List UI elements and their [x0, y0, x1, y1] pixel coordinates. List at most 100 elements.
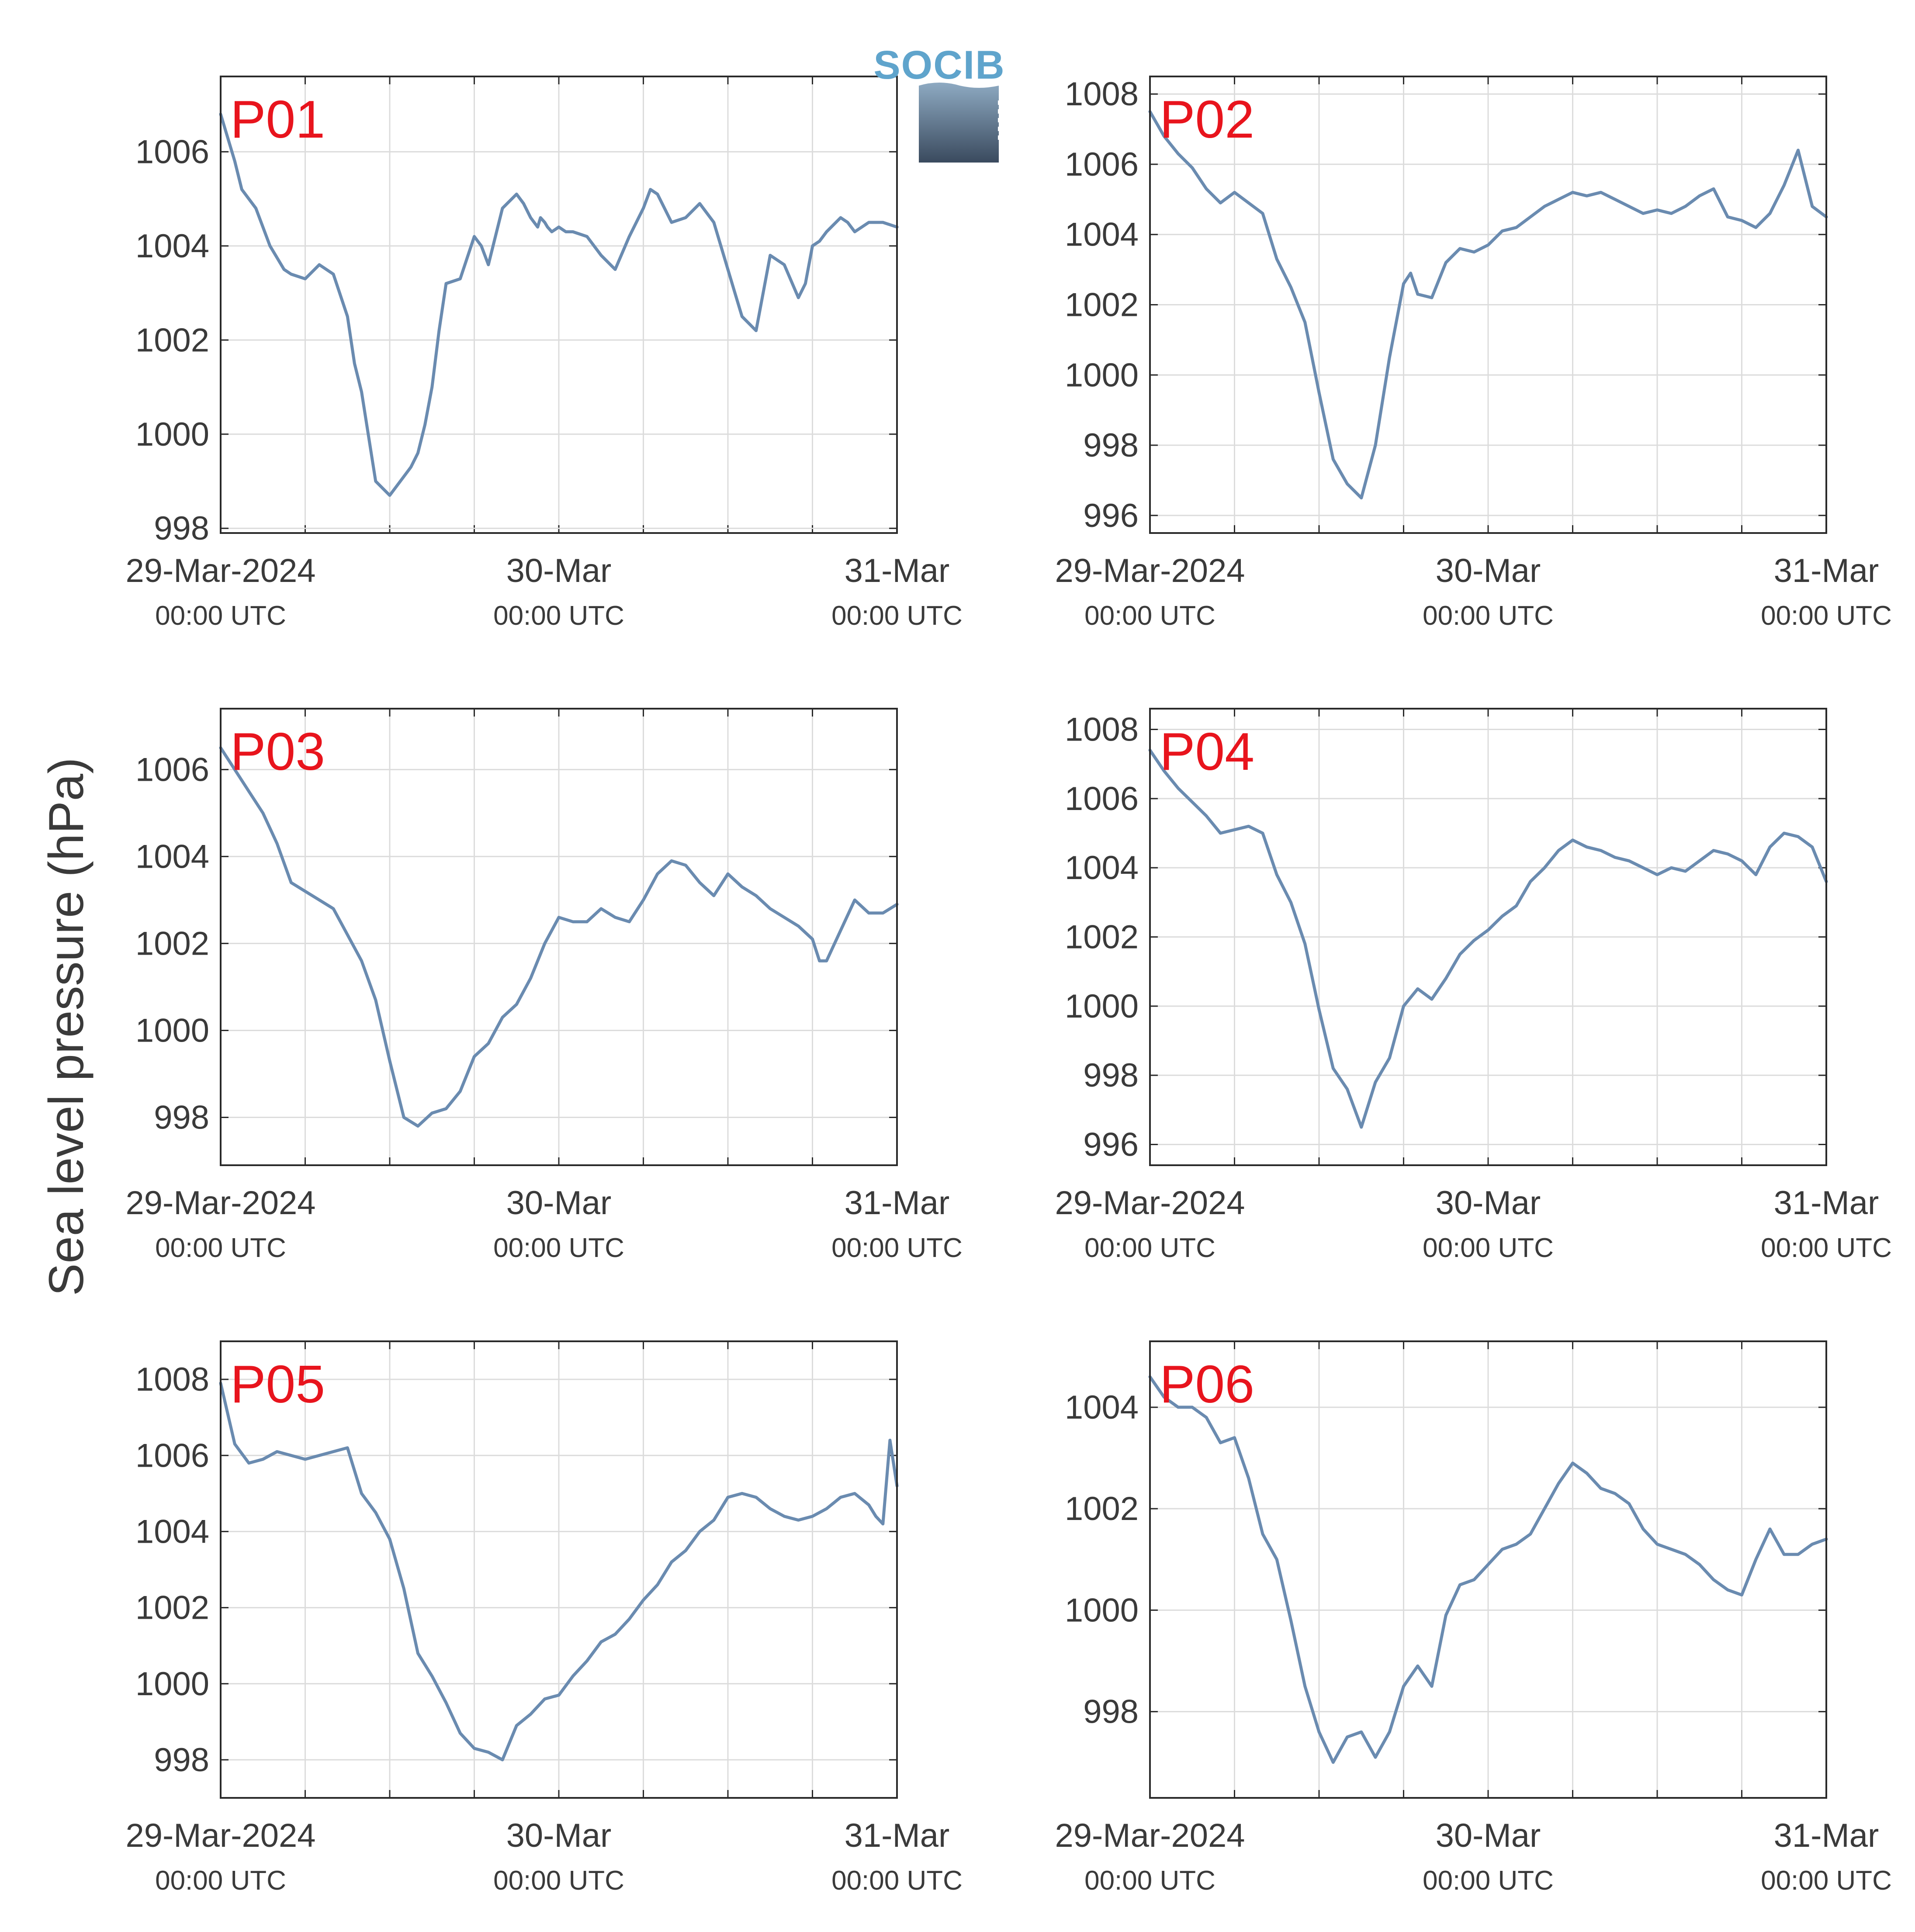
y-tick-label: 1000 [1065, 357, 1139, 394]
series-line [1148, 1375, 1828, 1764]
logo-wave [919, 83, 999, 163]
y-tick-label: 996 [1083, 497, 1139, 534]
y-tick-label: 998 [154, 1099, 209, 1136]
y-tick-label: 1002 [135, 925, 209, 962]
x-tick-label: 30-Mar [1436, 1817, 1541, 1854]
panel-p04: 996 998 1000 1002 1004 1006 1008 29-Mar-2024 00:… [1055, 708, 1892, 1263]
y-tick-label: 1002 [135, 322, 209, 359]
y-tick-label: 1004 [1065, 849, 1139, 886]
series-line [1148, 748, 1828, 1129]
x-tick-sublabel: 00:00 UTC [831, 1233, 963, 1263]
series-line [219, 112, 899, 497]
x-tick-sublabel: 00:00 UTC [493, 1233, 624, 1263]
x-tick-label: 30-Mar [506, 1184, 612, 1222]
plot-frame [220, 708, 898, 1166]
x-tick-label: 29-Mar-2024 [1055, 1184, 1245, 1222]
panel-label: P01 [230, 90, 325, 149]
plot-frame [220, 1340, 898, 1799]
x-tick-sublabel: 00:00 UTC [493, 601, 624, 631]
y-tick-label: 1008 [1065, 76, 1139, 113]
y-tick-label: 1004 [135, 228, 209, 265]
x-tick-sublabel: 00:00 UTC [493, 1866, 624, 1896]
x-tick-label: 30-Mar [1436, 552, 1541, 589]
panel-label: P02 [1160, 90, 1254, 149]
y-tick-label: 1002 [1065, 287, 1139, 324]
y-tick-label: 1006 [135, 133, 209, 170]
x-tick-label: 31-Mar [845, 1184, 950, 1222]
y-tick-label: 1004 [1065, 1389, 1139, 1426]
panel-label: P03 [230, 722, 325, 781]
y-tick-label: 1006 [1065, 146, 1139, 183]
y-tick-label: 998 [1083, 1057, 1139, 1094]
x-tick-label: 30-Mar [1436, 1184, 1541, 1222]
plot-frame [220, 76, 898, 534]
logo-text: SOCIB [873, 43, 1005, 87]
y-tick-label: 1000 [1065, 988, 1139, 1025]
x-tick-label: 29-Mar-2024 [125, 1817, 315, 1854]
series-line [219, 746, 899, 1128]
x-tick-sublabel: 00:00 UTC [831, 601, 963, 631]
x-tick-label: 29-Mar-2024 [1055, 1817, 1245, 1854]
x-tick-sublabel: 00:00 UTC [1084, 601, 1215, 631]
y-tick-label: 998 [154, 1742, 209, 1779]
panel-label: P04 [1160, 722, 1254, 781]
plot-frame [1149, 1340, 1827, 1799]
x-tick-label: 29-Mar-2024 [125, 552, 315, 589]
y-tick-label: 1004 [135, 1513, 209, 1550]
panel-p06: 998 1000 1002 1004 29-Mar-2024 00:00 UTC 30-Ma… [1055, 1340, 1892, 1896]
y-tick-label: 1000 [135, 1665, 209, 1703]
x-tick-sublabel: 00:00 UTC [1761, 1233, 1892, 1263]
y-tick-label: 1008 [1065, 711, 1139, 748]
x-tick-sublabel: 00:00 UTC [155, 1233, 286, 1263]
x-tick-sublabel: 00:00 UTC [1423, 1233, 1554, 1263]
x-tick-label: 31-Mar [1774, 552, 1879, 589]
x-tick-label: 31-Mar [1774, 1184, 1879, 1222]
series-line [1148, 110, 1828, 500]
panels-group: 998 1000 1002 1004 1006 29-Mar-2024 00:00 UTC 3… [125, 76, 1892, 1896]
y-tick-label: 1000 [135, 1012, 209, 1049]
x-tick-sublabel: 00:00 UTC [1761, 601, 1892, 631]
x-tick-label: 31-Mar [845, 1817, 950, 1854]
x-tick-sublabel: 00:00 UTC [1084, 1233, 1215, 1263]
y-tick-label: 1008 [135, 1361, 209, 1398]
x-tick-sublabel: 00:00 UTC [1084, 1866, 1215, 1896]
y-tick-label: 1004 [135, 838, 209, 875]
y-tick-label: 1002 [135, 1589, 209, 1627]
x-tick-label: 30-Mar [506, 552, 612, 589]
x-tick-sublabel: 00:00 UTC [1423, 1866, 1554, 1896]
x-tick-label: 31-Mar [845, 552, 950, 589]
y-tick-label: 1000 [1065, 1592, 1139, 1629]
x-tick-sublabel: 00:00 UTC [1423, 601, 1554, 631]
y-tick-label: 998 [154, 510, 209, 547]
series-line [219, 1381, 899, 1762]
x-tick-sublabel: 00:00 UTC [155, 601, 286, 631]
y-tick-label: 1000 [135, 416, 209, 453]
y-tick-label: 1006 [135, 1437, 209, 1474]
x-tick-label: 31-Mar [1774, 1817, 1879, 1854]
plot-frame [1149, 76, 1827, 534]
x-tick-sublabel: 00:00 UTC [155, 1866, 286, 1896]
y-tick-label: 998 [1083, 427, 1139, 464]
x-tick-label: 29-Mar-2024 [125, 1184, 315, 1222]
panel-p03: 998 1000 1002 1004 1006 29-Mar-2024 00:00 UTC 3… [125, 708, 963, 1263]
y-tick-label: 1002 [1065, 1490, 1139, 1527]
plot-frame [1149, 708, 1827, 1166]
y-tick-label: 996 [1083, 1126, 1139, 1163]
panel-p02: 996 998 1000 1002 1004 1006 1008 29-Mar-2024 00:… [1055, 76, 1892, 631]
y-axis-label: Sea level pressure (hPa) [39, 758, 93, 1296]
x-tick-label: 29-Mar-2024 [1055, 552, 1245, 589]
y-tick-label: 1006 [135, 751, 209, 788]
panel-label: P06 [1160, 1354, 1254, 1414]
x-tick-sublabel: 00:00 UTC [831, 1866, 963, 1896]
socib-logo: SOCIB [873, 43, 1005, 163]
panel-p05: 998 1000 1002 1004 1006 1008 29-Mar-2024 00:00 … [125, 1340, 963, 1896]
y-tick-label: 1004 [1065, 216, 1139, 253]
y-tick-label: 1002 [1065, 919, 1139, 956]
x-tick-sublabel: 00:00 UTC [1761, 1866, 1892, 1896]
y-tick-label: 1006 [1065, 780, 1139, 817]
x-tick-label: 30-Mar [506, 1817, 612, 1854]
y-tick-label: 998 [1083, 1693, 1139, 1731]
panel-p01: 998 1000 1002 1004 1006 29-Mar-2024 00:00 UTC 3… [125, 76, 963, 631]
panel-label: P05 [230, 1354, 325, 1414]
